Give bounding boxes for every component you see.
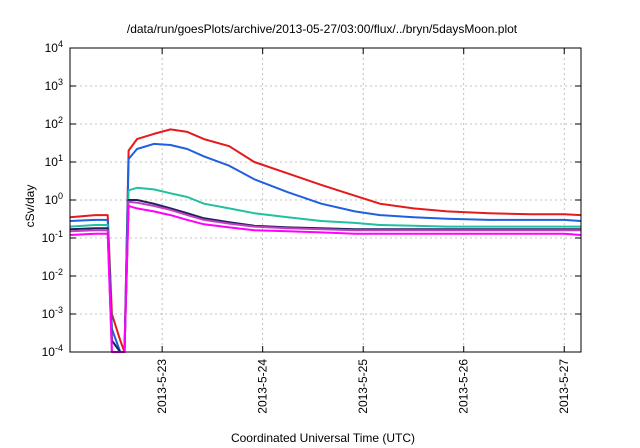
y-tick-label: 101	[45, 153, 63, 169]
y-ticks: 10-4 10-3 10-2 10-1 100 101 102 103 104	[42, 39, 581, 359]
y-tick-label: 10-4	[42, 343, 63, 359]
y-tick-label: 100	[45, 191, 63, 207]
series-line-2	[69, 142, 582, 353]
x-tick-label: 2013-5-26	[457, 359, 471, 414]
x-tick-label: 2013-5-27	[557, 359, 571, 414]
x-tick-label: 2013-5-24	[256, 359, 270, 414]
series-line-5	[69, 200, 581, 353]
series-line-3	[69, 186, 581, 353]
y-tick-label: 102	[45, 115, 63, 131]
x-tick-label: 2013-5-25	[356, 359, 370, 414]
chart-title: /data/run/goesPlots/archive/2013-05-27/0…	[127, 22, 518, 36]
grid	[70, 48, 581, 352]
series-line-1	[69, 128, 582, 353]
x-axis-label: Coordinated Universal Time (UTC)	[231, 431, 415, 445]
y-tick-label: 10-3	[42, 305, 63, 321]
y-tick-label: 10-2	[42, 267, 63, 283]
y-tick-label: 10-1	[42, 229, 63, 245]
x-ticks: 2013-5-23 2013-5-24 2013-5-25 2013-5-26 2013…	[155, 48, 571, 414]
x-tick-label: 2013-5-23	[155, 359, 169, 414]
y-tick-label: 103	[45, 77, 63, 93]
y-tick-label: 104	[45, 39, 63, 55]
y-axis-label: cSv/day	[23, 185, 37, 228]
series-group	[69, 128, 582, 353]
